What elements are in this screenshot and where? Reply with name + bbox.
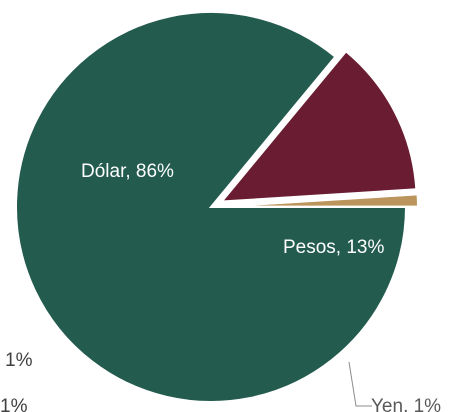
stray-label-1: 1% <box>5 350 33 371</box>
pie-slice-pesos <box>219 49 418 203</box>
pie-slices <box>15 11 419 403</box>
pie-slice-d-lar <box>15 11 408 403</box>
slice-label-dolar: Dólar, 86% <box>81 161 174 182</box>
slice-label-yen: Yen, 1% <box>371 396 441 412</box>
yen-leader-line <box>348 361 372 407</box>
slice-label-pesos: Pesos, 13% <box>283 237 384 258</box>
pie-slice-yen <box>222 193 419 208</box>
stray-label-2: 1% <box>0 396 28 412</box>
